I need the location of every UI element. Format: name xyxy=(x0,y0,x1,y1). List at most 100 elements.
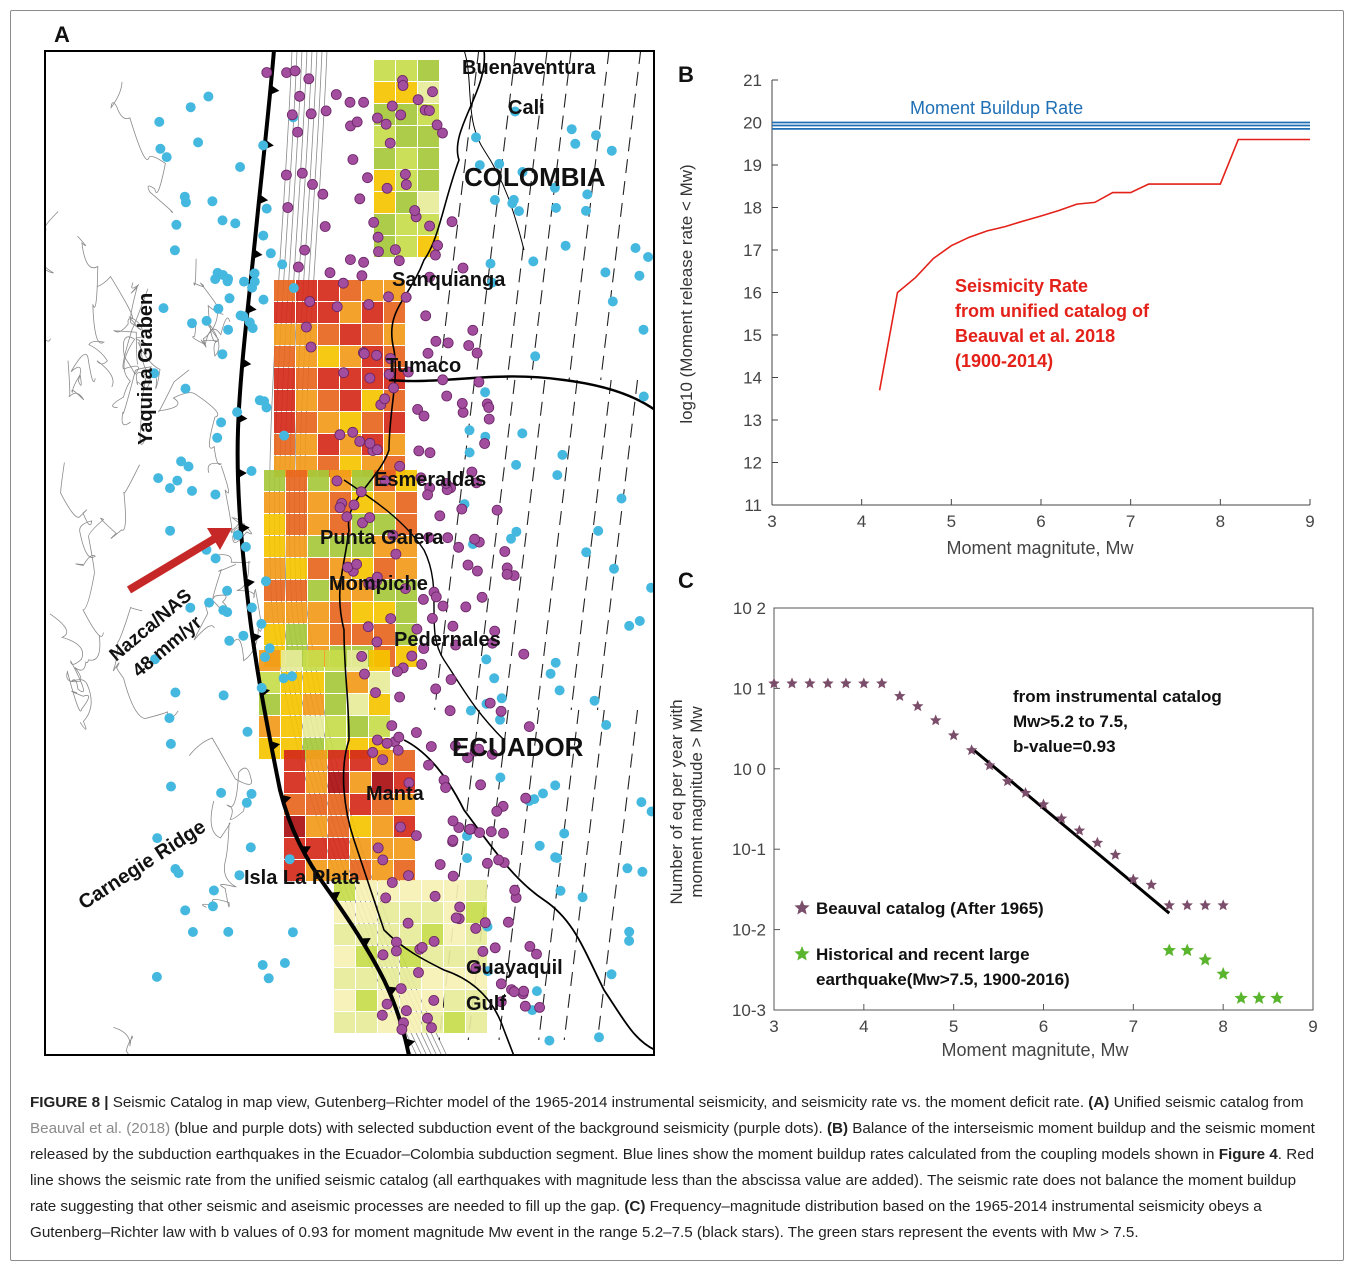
purple-subduction-dot xyxy=(377,854,389,866)
blue-seismicity-dot xyxy=(559,828,570,839)
contour-line xyxy=(67,353,96,401)
purple-subduction-dot xyxy=(372,842,384,854)
panel-b-axes: 3 4 5 6 7 8 9 11 12 13 14 15 16 17 18 19 20 21 xyxy=(743,71,1315,531)
contour-line xyxy=(191,258,220,348)
purple-subduction-dot xyxy=(354,435,366,447)
coupling-patch xyxy=(306,750,327,771)
purple-subduction-dot xyxy=(417,594,429,605)
purple-subduction-dot xyxy=(342,561,354,573)
blue-seismicity-dot xyxy=(265,248,276,259)
province-border-2 xyxy=(343,479,505,741)
trench-tooth xyxy=(247,303,257,314)
purple-subduction-dot xyxy=(499,546,511,557)
purple-subduction-dot xyxy=(489,942,501,954)
y-tick-label: 10-2 xyxy=(732,921,766,940)
seismicity-rate-line xyxy=(878,138,1310,391)
coupling-patch xyxy=(274,368,295,389)
blue-seismicity-dot xyxy=(465,705,476,716)
coupling-patch xyxy=(374,514,395,535)
purple-subduction-dot xyxy=(381,737,393,749)
blue-seismicity-dot xyxy=(593,525,604,536)
beauval-star xyxy=(894,690,906,701)
beauval-star xyxy=(983,759,996,771)
purple-subduction-dot xyxy=(386,877,398,888)
velocity-dash xyxy=(506,50,548,381)
blue-seismicity-dot xyxy=(600,267,611,278)
purple-subduction-dot xyxy=(403,870,414,881)
blue-seismicity-dot xyxy=(216,787,227,798)
blue-seismicity-dot xyxy=(284,854,295,865)
purple-subduction-dot xyxy=(412,403,424,415)
blue-seismicity-dot xyxy=(216,417,227,428)
purple-subduction-dot xyxy=(380,892,392,904)
legend-icons xyxy=(794,900,810,961)
coupling-patch xyxy=(374,60,395,81)
blue-seismicity-dot xyxy=(150,654,160,665)
coupling-patch xyxy=(444,1012,465,1033)
blue-seismicity-dot xyxy=(607,296,618,307)
coupling-patch xyxy=(286,492,307,513)
coupling-patch xyxy=(347,716,368,737)
coupling-patch xyxy=(318,412,339,433)
caption-figure4-link[interactable]: Figure 4 xyxy=(1218,1146,1278,1163)
y-tick-label: 15 xyxy=(743,326,762,345)
x-tick-label: 3 xyxy=(767,512,776,531)
purple-subduction-dot xyxy=(348,499,360,511)
blue-seismicity-dot xyxy=(223,324,234,335)
coupling-patch xyxy=(422,968,443,989)
purple-subduction-dot xyxy=(474,827,486,838)
gutenberg-richter-fit xyxy=(970,747,1171,915)
blue-seismicity-dot xyxy=(240,541,251,552)
blue-seismicity-dot xyxy=(287,671,297,682)
blue-seismicity-dot xyxy=(171,219,182,230)
caption-reference-link[interactable]: Beauval et al. (2018) xyxy=(30,1120,171,1137)
coupling-patch xyxy=(281,694,302,715)
purple-subduction-dot xyxy=(392,744,404,756)
beauval-star xyxy=(804,677,816,689)
blue-seismicity-dot xyxy=(165,483,175,494)
x-tick-label: 5 xyxy=(949,1017,958,1036)
purple-subduction-dot xyxy=(424,220,436,232)
y-tick-label: 13 xyxy=(743,411,762,430)
beauval-star xyxy=(1055,812,1068,824)
purple-subduction-dot xyxy=(389,244,401,256)
purple-subduction-dot xyxy=(393,731,405,743)
subduction-trench xyxy=(235,50,411,1056)
x-tick-label: 4 xyxy=(859,1017,868,1036)
coupling-patch xyxy=(308,514,329,535)
trench-tooth xyxy=(245,577,255,588)
blue-seismicity-dot xyxy=(496,693,507,704)
blue-seismicity-dot xyxy=(581,547,592,558)
coupling-patch xyxy=(264,514,285,535)
panel-letter-b: B xyxy=(678,62,694,87)
purple-subduction-dot xyxy=(486,637,498,649)
purple-subduction-dot xyxy=(286,109,298,121)
purple-subduction-dot xyxy=(393,255,405,267)
panel-c-ylabel-1: Number of eq per year with xyxy=(670,699,686,904)
label-cali: Cali xyxy=(508,97,545,119)
purple-subduction-dot xyxy=(453,541,465,553)
purple-subduction-dot xyxy=(390,548,402,560)
purple-subduction-dot xyxy=(413,967,424,978)
purple-subduction-dot xyxy=(416,942,428,953)
beauval-star xyxy=(930,714,942,726)
coupling-patch xyxy=(281,716,302,737)
blue-seismicity-dot xyxy=(258,140,269,151)
blue-seismicity-dot xyxy=(495,772,506,783)
coupling-patch xyxy=(296,280,317,301)
purple-subduction-dot xyxy=(391,666,403,677)
coupling-patch xyxy=(384,412,405,433)
purple-subduction-dot xyxy=(317,188,329,200)
blue-seismicity-dot xyxy=(185,602,196,613)
contour-line xyxy=(202,800,237,908)
contour-line xyxy=(82,464,140,637)
x-tick-label: 7 xyxy=(1129,1017,1138,1036)
purple-subduction-dot xyxy=(377,754,389,765)
trench-tooth xyxy=(270,740,281,751)
purple-subduction-dot xyxy=(531,948,542,960)
purple-subduction-dot xyxy=(501,569,513,580)
coupling-patch xyxy=(308,602,329,623)
purple-subduction-dot xyxy=(296,167,308,179)
coupling-patch xyxy=(325,650,346,671)
purple-subduction-dot xyxy=(423,105,435,116)
